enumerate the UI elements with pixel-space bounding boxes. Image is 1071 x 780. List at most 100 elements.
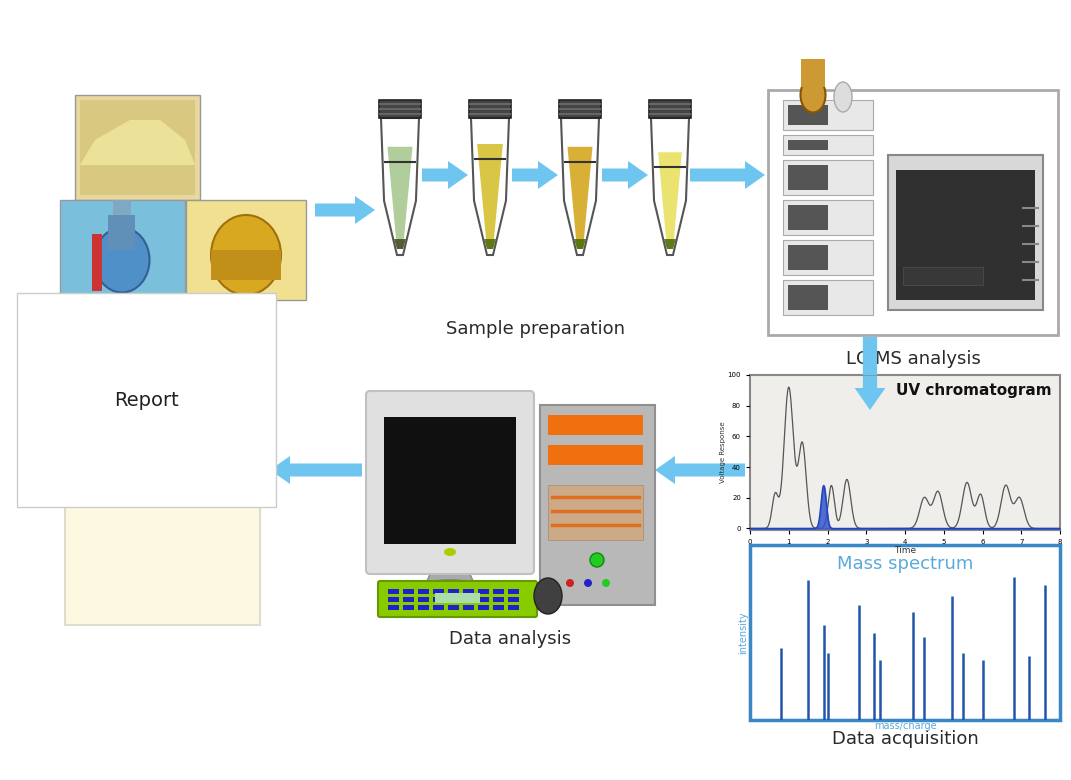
FancyBboxPatch shape xyxy=(478,589,489,594)
FancyBboxPatch shape xyxy=(478,597,489,602)
FancyBboxPatch shape xyxy=(418,597,429,602)
Y-axis label: intensity: intensity xyxy=(739,612,749,654)
Text: Data acquisition: Data acquisition xyxy=(831,730,979,748)
FancyBboxPatch shape xyxy=(493,597,504,602)
Text: Sample collection: Sample collection xyxy=(95,320,255,338)
FancyBboxPatch shape xyxy=(186,200,306,300)
FancyBboxPatch shape xyxy=(469,103,511,105)
Text: UV chromatogram: UV chromatogram xyxy=(896,383,1052,398)
FancyBboxPatch shape xyxy=(114,200,131,215)
FancyBboxPatch shape xyxy=(92,234,102,291)
Ellipse shape xyxy=(211,215,281,295)
FancyBboxPatch shape xyxy=(379,108,421,110)
FancyBboxPatch shape xyxy=(493,589,504,594)
FancyBboxPatch shape xyxy=(448,589,459,594)
FancyBboxPatch shape xyxy=(788,140,828,150)
FancyBboxPatch shape xyxy=(788,285,828,310)
Y-axis label: Voltage Response: Voltage Response xyxy=(720,422,726,484)
Polygon shape xyxy=(602,161,648,189)
Ellipse shape xyxy=(834,82,853,112)
X-axis label: Time: Time xyxy=(894,547,916,555)
FancyBboxPatch shape xyxy=(783,240,873,275)
FancyBboxPatch shape xyxy=(403,589,414,594)
FancyBboxPatch shape xyxy=(649,108,691,110)
FancyBboxPatch shape xyxy=(433,605,444,610)
Polygon shape xyxy=(512,161,558,189)
FancyBboxPatch shape xyxy=(469,100,511,118)
FancyBboxPatch shape xyxy=(379,100,421,118)
FancyBboxPatch shape xyxy=(463,605,474,610)
FancyBboxPatch shape xyxy=(903,267,983,285)
FancyBboxPatch shape xyxy=(788,105,828,125)
Polygon shape xyxy=(568,147,592,249)
FancyBboxPatch shape xyxy=(649,113,691,115)
Polygon shape xyxy=(574,239,586,249)
FancyBboxPatch shape xyxy=(403,597,414,602)
FancyBboxPatch shape xyxy=(548,415,643,435)
Ellipse shape xyxy=(444,548,456,556)
FancyBboxPatch shape xyxy=(783,280,873,315)
Ellipse shape xyxy=(94,228,150,292)
Polygon shape xyxy=(690,161,765,189)
FancyBboxPatch shape xyxy=(750,375,1060,530)
FancyBboxPatch shape xyxy=(108,215,135,250)
FancyBboxPatch shape xyxy=(548,485,643,540)
Polygon shape xyxy=(651,118,689,255)
FancyBboxPatch shape xyxy=(783,100,873,130)
FancyBboxPatch shape xyxy=(783,160,873,195)
FancyBboxPatch shape xyxy=(403,605,414,610)
FancyBboxPatch shape xyxy=(559,103,601,105)
FancyBboxPatch shape xyxy=(788,205,828,230)
FancyBboxPatch shape xyxy=(508,597,519,602)
FancyBboxPatch shape xyxy=(559,113,601,115)
FancyBboxPatch shape xyxy=(469,113,511,115)
Text: Data analysis: Data analysis xyxy=(449,630,571,648)
Polygon shape xyxy=(484,239,496,249)
FancyBboxPatch shape xyxy=(418,605,429,610)
FancyBboxPatch shape xyxy=(388,605,399,610)
FancyBboxPatch shape xyxy=(433,589,444,594)
FancyBboxPatch shape xyxy=(388,589,399,594)
FancyBboxPatch shape xyxy=(783,200,873,235)
Polygon shape xyxy=(388,147,412,249)
Polygon shape xyxy=(855,337,886,410)
FancyBboxPatch shape xyxy=(75,95,200,200)
FancyBboxPatch shape xyxy=(508,589,519,594)
Ellipse shape xyxy=(534,578,562,614)
FancyBboxPatch shape xyxy=(366,391,534,574)
FancyBboxPatch shape xyxy=(801,59,825,87)
Polygon shape xyxy=(80,120,195,165)
Text: Sample preparation: Sample preparation xyxy=(446,320,624,338)
Ellipse shape xyxy=(414,580,485,600)
FancyBboxPatch shape xyxy=(559,108,601,110)
Polygon shape xyxy=(80,120,195,165)
FancyBboxPatch shape xyxy=(888,155,1043,310)
FancyBboxPatch shape xyxy=(379,113,421,115)
Text: LC-MS analysis: LC-MS analysis xyxy=(846,350,980,368)
FancyBboxPatch shape xyxy=(463,597,474,602)
FancyBboxPatch shape xyxy=(211,250,281,280)
FancyBboxPatch shape xyxy=(649,103,691,105)
Text: Report: Report xyxy=(115,391,179,410)
FancyBboxPatch shape xyxy=(559,100,601,118)
Circle shape xyxy=(565,579,574,587)
FancyBboxPatch shape xyxy=(448,605,459,610)
FancyBboxPatch shape xyxy=(469,108,511,110)
FancyBboxPatch shape xyxy=(508,605,519,610)
FancyBboxPatch shape xyxy=(65,350,260,625)
Polygon shape xyxy=(394,239,406,249)
FancyBboxPatch shape xyxy=(750,545,1060,720)
Polygon shape xyxy=(658,152,682,249)
FancyBboxPatch shape xyxy=(433,597,444,602)
Polygon shape xyxy=(270,456,362,484)
FancyBboxPatch shape xyxy=(493,605,504,610)
Polygon shape xyxy=(315,196,375,224)
FancyBboxPatch shape xyxy=(418,589,429,594)
FancyBboxPatch shape xyxy=(384,417,516,544)
Circle shape xyxy=(590,553,604,567)
FancyBboxPatch shape xyxy=(478,605,489,610)
FancyBboxPatch shape xyxy=(378,581,537,617)
Polygon shape xyxy=(422,161,468,189)
Circle shape xyxy=(602,579,610,587)
FancyBboxPatch shape xyxy=(768,90,1058,335)
